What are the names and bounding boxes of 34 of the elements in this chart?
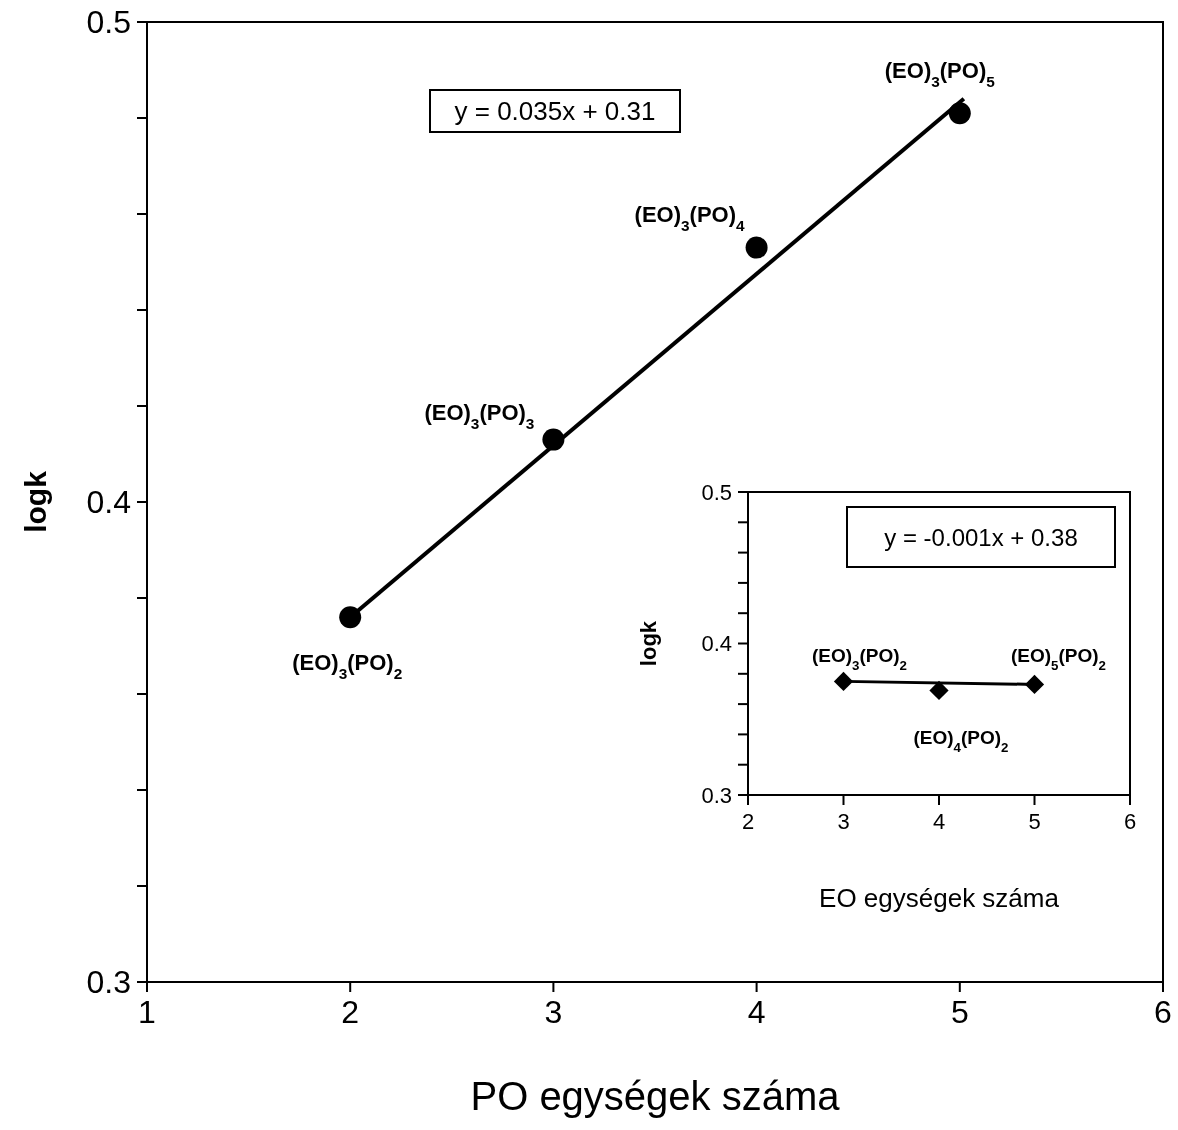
y-tick-label: 0.4	[86, 484, 131, 521]
x-tick-label: 5	[1028, 808, 1041, 834]
point	[542, 428, 565, 451]
point	[948, 102, 971, 125]
y-tick-label: 0.4	[701, 631, 732, 657]
point	[745, 236, 768, 259]
y-axis-title: logk	[635, 620, 661, 667]
y-tick-label: 0.3	[701, 782, 732, 808]
annotation: (EO)$_{3}$(PO)$_{2}$	[811, 645, 908, 673]
x-tick-label: 2	[741, 808, 755, 834]
x-tick-label: 6	[1154, 993, 1172, 1030]
x-tick-label: 3	[544, 993, 563, 1030]
x-tick-label: 2	[341, 993, 360, 1030]
annotation: (EO)$_{4}$(PO)$_{2}$	[913, 727, 1009, 755]
x-tick-label: 6	[1123, 808, 1137, 834]
annotation: (EO)$_{3}$(PO)$_{2}$	[292, 650, 403, 682]
annotation: (EO)$_{3}$(PO)$_{5}$	[884, 58, 996, 90]
annotation: y = 0.035x + 0.31	[454, 96, 656, 126]
annotation: y = -0.001x + 0.38	[884, 523, 1078, 551]
point	[339, 606, 362, 629]
annotation: (EO)$_{5}$(PO)$_{2}$	[1010, 645, 1107, 673]
x-tick-label: 4	[747, 993, 766, 1030]
x-tick-label: 4	[932, 808, 946, 834]
y-tick-label: 0.3	[86, 964, 131, 1001]
y-tick-label: 0.5	[86, 4, 131, 41]
annotation: (EO)$_{3}$(PO)$_{3}$	[424, 399, 535, 432]
annotation: (EO)$_{3}$(PO)$_{4}$	[634, 201, 746, 234]
x-axis-title: EO egységek száma	[819, 883, 1060, 913]
x-axis-title: PO egységek száma	[470, 1074, 841, 1118]
y-tick-label: 0.5	[701, 479, 732, 505]
x-tick-label: 5	[950, 993, 969, 1030]
y-axis-title: logk	[18, 470, 52, 533]
x-tick-label: 1	[138, 993, 156, 1030]
x-tick-label: 3	[837, 808, 850, 834]
